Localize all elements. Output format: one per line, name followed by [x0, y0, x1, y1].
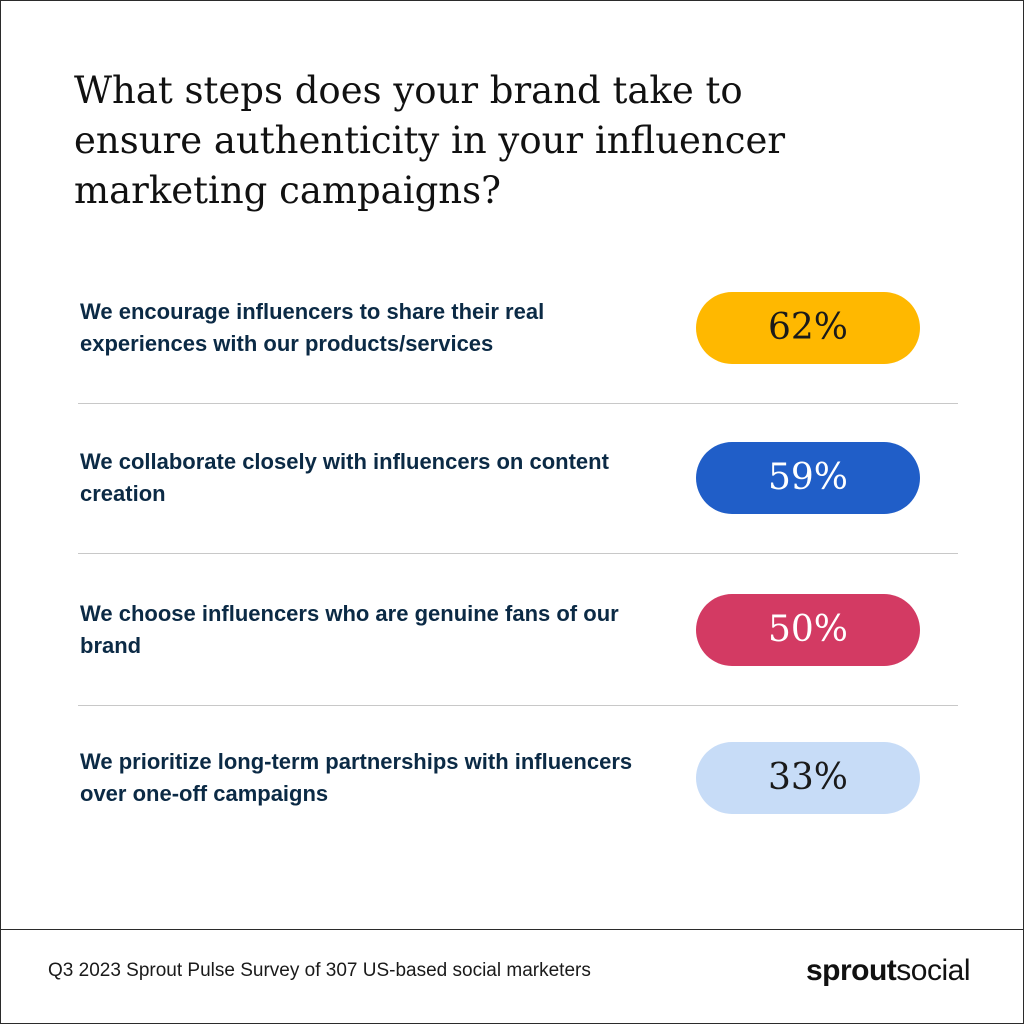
- brand-part: social: [896, 954, 970, 987]
- item-label: We choose influencers who are genuine fa…: [80, 601, 619, 658]
- title: What steps does your brand take to ensur…: [74, 69, 786, 212]
- value-pill: [696, 442, 920, 514]
- value-label: 50%: [767, 609, 848, 650]
- item-label: We encourage influencers to share their …: [80, 299, 545, 356]
- separator: [78, 705, 958, 706]
- separator: [78, 553, 958, 554]
- value-pill: [696, 742, 920, 814]
- brand-logo: sproutsocial: [805, 954, 971, 988]
- item-label: We collaborate closely with influencers …: [80, 449, 609, 506]
- separator: [78, 403, 958, 404]
- footer-rule: [0, 929, 1024, 930]
- value-label: 62%: [767, 307, 848, 348]
- value-label: 33%: [767, 757, 848, 798]
- source: Q3 2023 Sprout Pulse Survey of 307 US-ba…: [48, 960, 591, 981]
- value-pill: [696, 292, 920, 364]
- brand-part: sprout: [805, 954, 897, 987]
- item-label: We prioritize long-term partnerships wit…: [80, 749, 633, 806]
- value-label: 59%: [767, 457, 848, 498]
- value-pill: [696, 594, 920, 666]
